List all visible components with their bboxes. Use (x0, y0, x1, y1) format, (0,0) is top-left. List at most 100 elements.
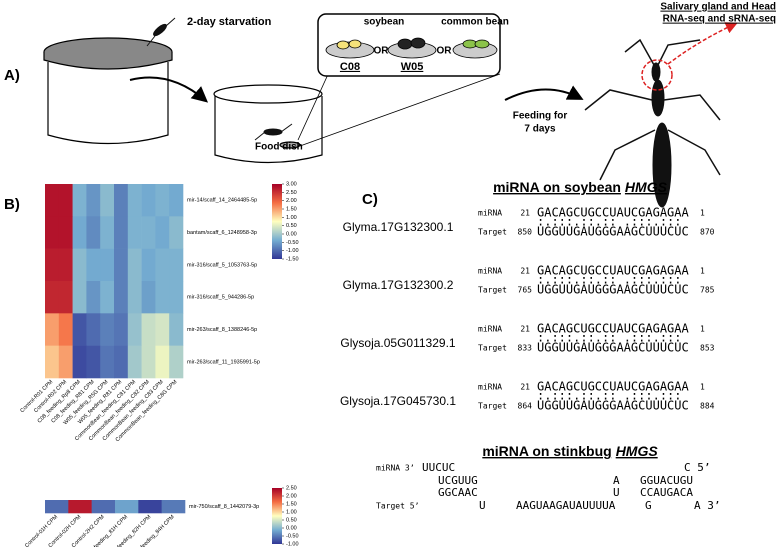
row-label: mir-263/scaff_11_1935991-5p (187, 359, 260, 365)
heatmap-cell (58, 281, 73, 314)
duplex-segment: G (645, 499, 652, 512)
duplex-segment: AAGUAAGAUAUUUUA (516, 499, 616, 512)
colorbar-tick-label: 2.50 (286, 485, 297, 491)
leader (299, 73, 501, 147)
colorbar-tick-label: -0.50 (286, 240, 299, 246)
heatmap-cell (72, 216, 87, 249)
colorbar-tick-label: 2.00 (286, 493, 297, 499)
or-label: OR (437, 46, 453, 57)
colorbar-tick-label: 1.50 (286, 501, 297, 507)
arrow (129, 76, 209, 103)
colorbar-tick-label: -1.00 (286, 541, 299, 547)
seq-tag: miRNA (478, 267, 502, 276)
seed (348, 39, 362, 49)
row-label: mir-316/scaff_5_1053763-5p (187, 262, 257, 268)
pairing: :.:::.::.:: .:::.::: (537, 215, 682, 229)
duplex-segment: CCAUGACA (640, 486, 693, 499)
jar (214, 96, 323, 164)
colorbar-tick-label: -1.50 (286, 256, 299, 262)
heatmap-cell (169, 345, 184, 379)
heatmap-cell (141, 345, 156, 379)
heatmap-cell (169, 216, 184, 249)
heatmap-cell (86, 248, 101, 282)
seq-pos: 1 (700, 267, 705, 276)
step-label: Feeding for (513, 111, 568, 122)
jar-rim (213, 84, 323, 104)
heatmap-cell (72, 281, 87, 314)
seq-pos: 21 (520, 383, 530, 392)
colorbar-tick-label: -1.00 (286, 248, 299, 254)
bug (263, 128, 283, 136)
heatmap-cell (155, 281, 170, 314)
heatmap-cell (114, 313, 129, 346)
bug (153, 23, 167, 37)
row-label: mir-316/scaff_5_944286-5p (187, 295, 254, 301)
seq-pos: 1 (700, 209, 705, 218)
seed (397, 38, 413, 50)
colorbar (272, 184, 282, 259)
mirna-seq: GACAGCUGCCUAUCGAGAGAA (537, 206, 689, 220)
duplex-segment: U (613, 486, 620, 499)
seq-pos: 1 (700, 325, 705, 334)
seq-pos: 785 (700, 286, 715, 295)
heatmap-cell (72, 313, 87, 346)
seq-pos: 765 (518, 286, 533, 295)
heatmap-cell (169, 248, 184, 282)
heatmap-cell (127, 313, 142, 346)
colorbar-tick-label: 0.50 (286, 223, 297, 229)
heatmap-cell (45, 313, 60, 346)
heatmap-cell (127, 248, 142, 282)
heatmap-cell (127, 281, 142, 314)
heatmap-cell (45, 500, 69, 514)
duplex-segment: A (613, 474, 620, 487)
arrow (504, 85, 584, 101)
heatmap-cell (127, 216, 142, 249)
heatmap-cell (45, 248, 60, 282)
duplex-segment: UUCUC (422, 461, 455, 474)
heatmap-cell (141, 248, 156, 282)
food-label: soybean (364, 17, 405, 28)
target-seq: UGGUUGAUGGGAAGCUUUCUC (537, 341, 689, 355)
target-seq: UGGUUGAUGGGAAGCUUUCUC (537, 283, 689, 297)
pairing: :.:::.::.:: .:::.::: (537, 273, 682, 287)
colorbar-tick-label: -0.50 (286, 533, 299, 539)
heatmap-cell (155, 345, 170, 379)
heatmap-cell (169, 184, 184, 217)
heatmap-cell (169, 281, 184, 314)
dissection-circle (641, 59, 673, 91)
seq-tag: miRNA (478, 383, 502, 392)
heatmap-cell (45, 184, 60, 217)
food-label: common bean (441, 17, 509, 28)
heatmap-cell (86, 345, 101, 379)
jar (47, 62, 169, 145)
bug-leg (146, 35, 156, 47)
heatmap-cell (45, 216, 60, 249)
mirna-seq: GACAGCUGCCUAUCGAGAGAA (537, 322, 689, 336)
step-label: 2-day starvation (187, 16, 272, 28)
duplex-segment: Target 5’ (376, 502, 419, 511)
bug-leg (165, 17, 176, 27)
bowls (325, 37, 498, 59)
heatmap-cell (100, 248, 115, 282)
duplex-segment: UCGUUG (438, 474, 478, 487)
heatmap-cell (91, 500, 116, 514)
heatmap-cell (169, 313, 184, 346)
pairing: :.:::.::.:: .:::.::: (537, 331, 682, 345)
tissue-label: RNA-seq and sRNA-seq (663, 14, 776, 25)
heatmap-cell (100, 345, 115, 379)
panel-label: C) (362, 191, 378, 208)
bug-antenna (657, 39, 701, 66)
seq-pos: 21 (520, 267, 530, 276)
seq-pos: 833 (518, 344, 533, 353)
title-gene: HMGS (625, 179, 668, 195)
heatmap-cell (141, 216, 156, 249)
jar-lid-rim (43, 52, 173, 70)
heatmap-cell (100, 184, 115, 217)
title-text: miRNA on soybean (493, 179, 621, 195)
seed (336, 40, 350, 50)
bug-body (652, 122, 672, 208)
heatmap-cell (155, 248, 170, 282)
heatmap-cell (86, 313, 101, 346)
heatmap-cell (72, 184, 87, 217)
colorbar-tick-label: 1.00 (286, 215, 297, 221)
